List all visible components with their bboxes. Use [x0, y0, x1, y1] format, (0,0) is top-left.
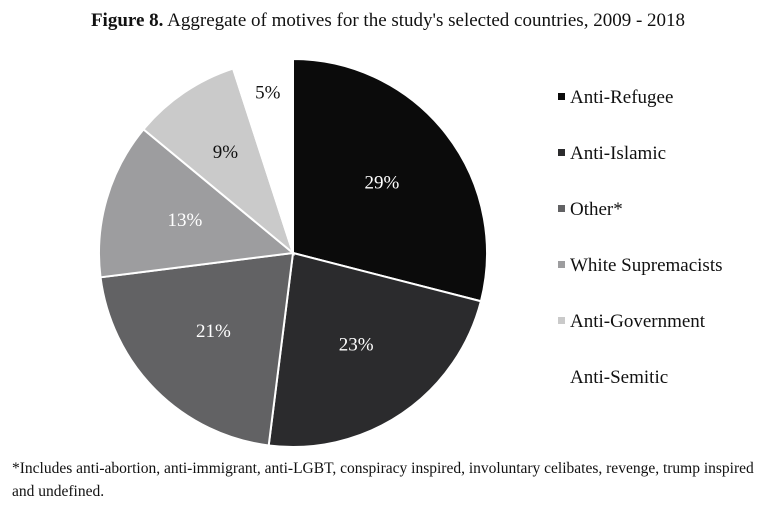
pie-slices: [98, 57, 488, 448]
pie-slice-anti-islamic: [267, 251, 483, 448]
legend-item: Anti-Semitic: [558, 364, 668, 392]
slice-label-white-supremacists: 13%: [167, 210, 202, 231]
legend-label: Anti-Refugee: [570, 87, 674, 108]
chart-title: Figure 8. Aggregate of motives for the s…: [0, 10, 776, 32]
legend-swatch: [558, 261, 565, 269]
pie-slice-white-supremacists: [98, 127, 296, 279]
pie-slice-anti-refugee: [292, 57, 488, 303]
pie-slice-anti-semitic: [231, 57, 294, 254]
slice-label-anti-government: 9%: [213, 142, 239, 163]
legend-swatch: [558, 205, 565, 213]
slice-label-anti-refugee: 29%: [364, 172, 399, 193]
legend-item: Anti-Government: [558, 308, 705, 336]
pie-slice-labels: 29% 23% 21% 13% 9% 5%: [167, 82, 399, 355]
figure-number: Figure 8.: [90, 10, 164, 31]
legend-item: Anti-Islamic: [558, 140, 666, 168]
figure-caption: Aggregate of motives for the study's sel…: [167, 10, 686, 31]
slice-label-other: 21%: [196, 321, 231, 342]
legend-swatch: [558, 317, 565, 325]
legend-item: Other*: [558, 196, 623, 224]
legend-label: Anti-Semitic: [570, 367, 669, 388]
legend-item: White Supremacists: [558, 252, 723, 280]
legend-swatch: [558, 149, 565, 157]
legend-label: White Supremacists: [570, 255, 723, 276]
footnote: *Includes anti-abortion, anti-immigrant,…: [12, 460, 754, 500]
legend-label: Anti-Islamic: [570, 143, 667, 164]
pie-slice-anti-government: [142, 67, 296, 256]
legend-swatch: [558, 93, 565, 101]
legend-label: Other*: [570, 199, 623, 220]
slice-label-anti-islamic: 23%: [339, 334, 374, 355]
slice-label-anti-semitic: 5%: [255, 82, 281, 103]
legend-item: Anti-Refugee: [558, 84, 673, 112]
legend-label: Anti-Government: [570, 311, 706, 332]
pie-slice-other: [99, 251, 295, 447]
